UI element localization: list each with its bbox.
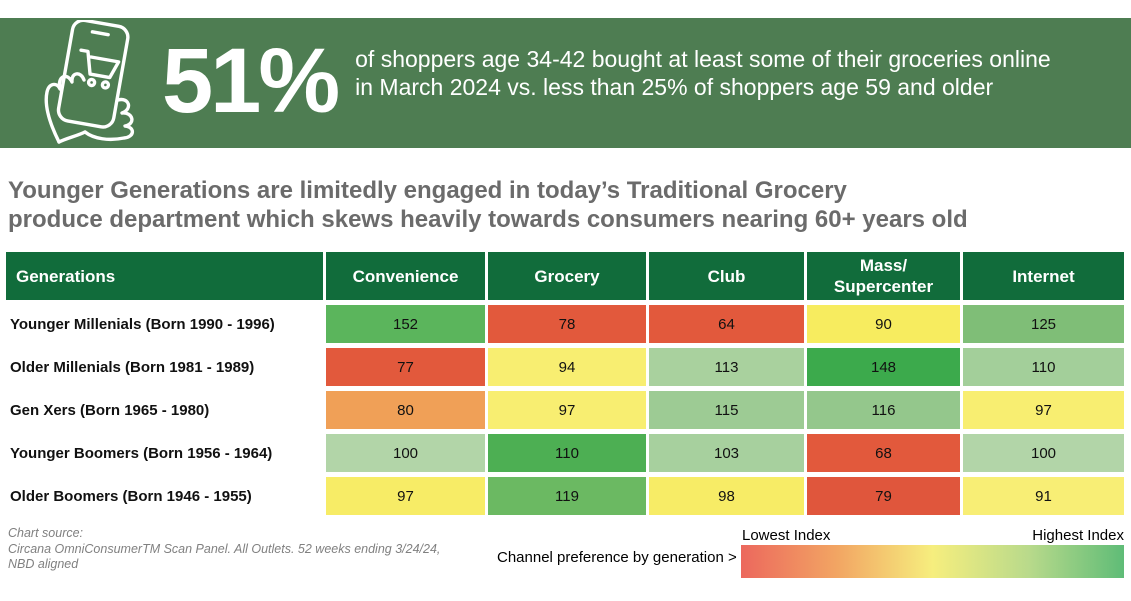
stat-banner: 51% of shoppers age 34-42 bought at leas… [0,18,1131,148]
column-header-internet: Internet [963,252,1124,300]
heatmap-cell: 113 [649,348,804,386]
heatmap-cell: 91 [963,477,1124,515]
legend-caption: Channel preference by generation > [497,549,737,566]
column-header-grocery: Grocery [488,252,646,300]
page-title-line2: produce department which skews heavily t… [8,206,968,233]
page-title-line1: Younger Generations are limitedly engage… [8,177,847,204]
heatmap-cell: 68 [807,434,960,472]
row-label: Gen Xers (Born 1965 - 1980) [10,401,210,419]
row-label: Older Boomers (Born 1946 - 1955) [10,487,252,505]
heatmap-cell: 152 [326,305,485,343]
heatmap-cell: 80 [326,391,485,429]
heatmap-cell: 97 [488,391,646,429]
row-label: Younger Millenials (Born 1990 - 1996) [10,315,275,333]
legend-highest-label: Highest Index [1032,527,1124,544]
heatmap-cell: 79 [807,477,960,515]
column-header-club: Club [649,252,804,300]
phone-shopping-hand-icon [26,18,152,146]
heatmap-cell: 148 [807,348,960,386]
heatmap-cell: 78 [488,305,646,343]
stat-value: 51% [162,30,340,132]
heatmap-cell: 64 [649,305,804,343]
stat-description-line1: of shoppers age 34-42 bought at least so… [355,46,1051,72]
heatmap-cell: 100 [963,434,1124,472]
heatmap-cell: 97 [326,477,485,515]
heatmap-table: Generations Convenience Grocery Club Mass/ S… [6,252,1124,515]
chart-source: Chart source: Circana OmniConsumerTM Sca… [8,526,440,573]
chart-source-line2: Circana OmniConsumerTM Scan Panel. All O… [8,541,441,556]
heatmap-cell: 103 [649,434,804,472]
heatmap-cell: 77 [326,348,485,386]
legend-lowest-label: Lowest Index [742,527,831,544]
row-label: Younger Boomers (Born 1956 - 1964) [10,444,273,462]
heatmap-cell: 98 [649,477,804,515]
chart-source-line1: Chart source: [8,526,84,540]
heatmap-cell: 125 [963,305,1124,343]
heatmap-cell: 94 [488,348,646,386]
column-header-mass-supercenter: Mass/ Supercenter [807,252,960,300]
heatmap-cell: 90 [807,305,960,343]
heatmap-cell: 110 [963,348,1124,386]
column-header-generations: Generations [6,252,323,300]
column-header-convenience: Convenience [326,252,485,300]
row-label: Older Millenials (Born 1981 - 1989) [10,358,255,376]
heatmap-cell: 100 [326,434,485,472]
stat-description-line2: in March 2024 vs. less than 25% of shopp… [355,74,994,100]
stat-description: of shoppers age 34-42 bought at least so… [355,45,1051,121]
chart-source-line3: NBD aligned [8,557,79,571]
page-title: Younger Generations are limitedly engage… [8,176,968,234]
heatmap-cell: 119 [488,477,646,515]
heatmap-cell: 110 [488,434,646,472]
heatmap-cell: 115 [649,391,804,429]
heatmap-cell: 116 [807,391,960,429]
color-scale-gradient-bar [741,545,1124,578]
heatmap-cell: 97 [963,391,1124,429]
